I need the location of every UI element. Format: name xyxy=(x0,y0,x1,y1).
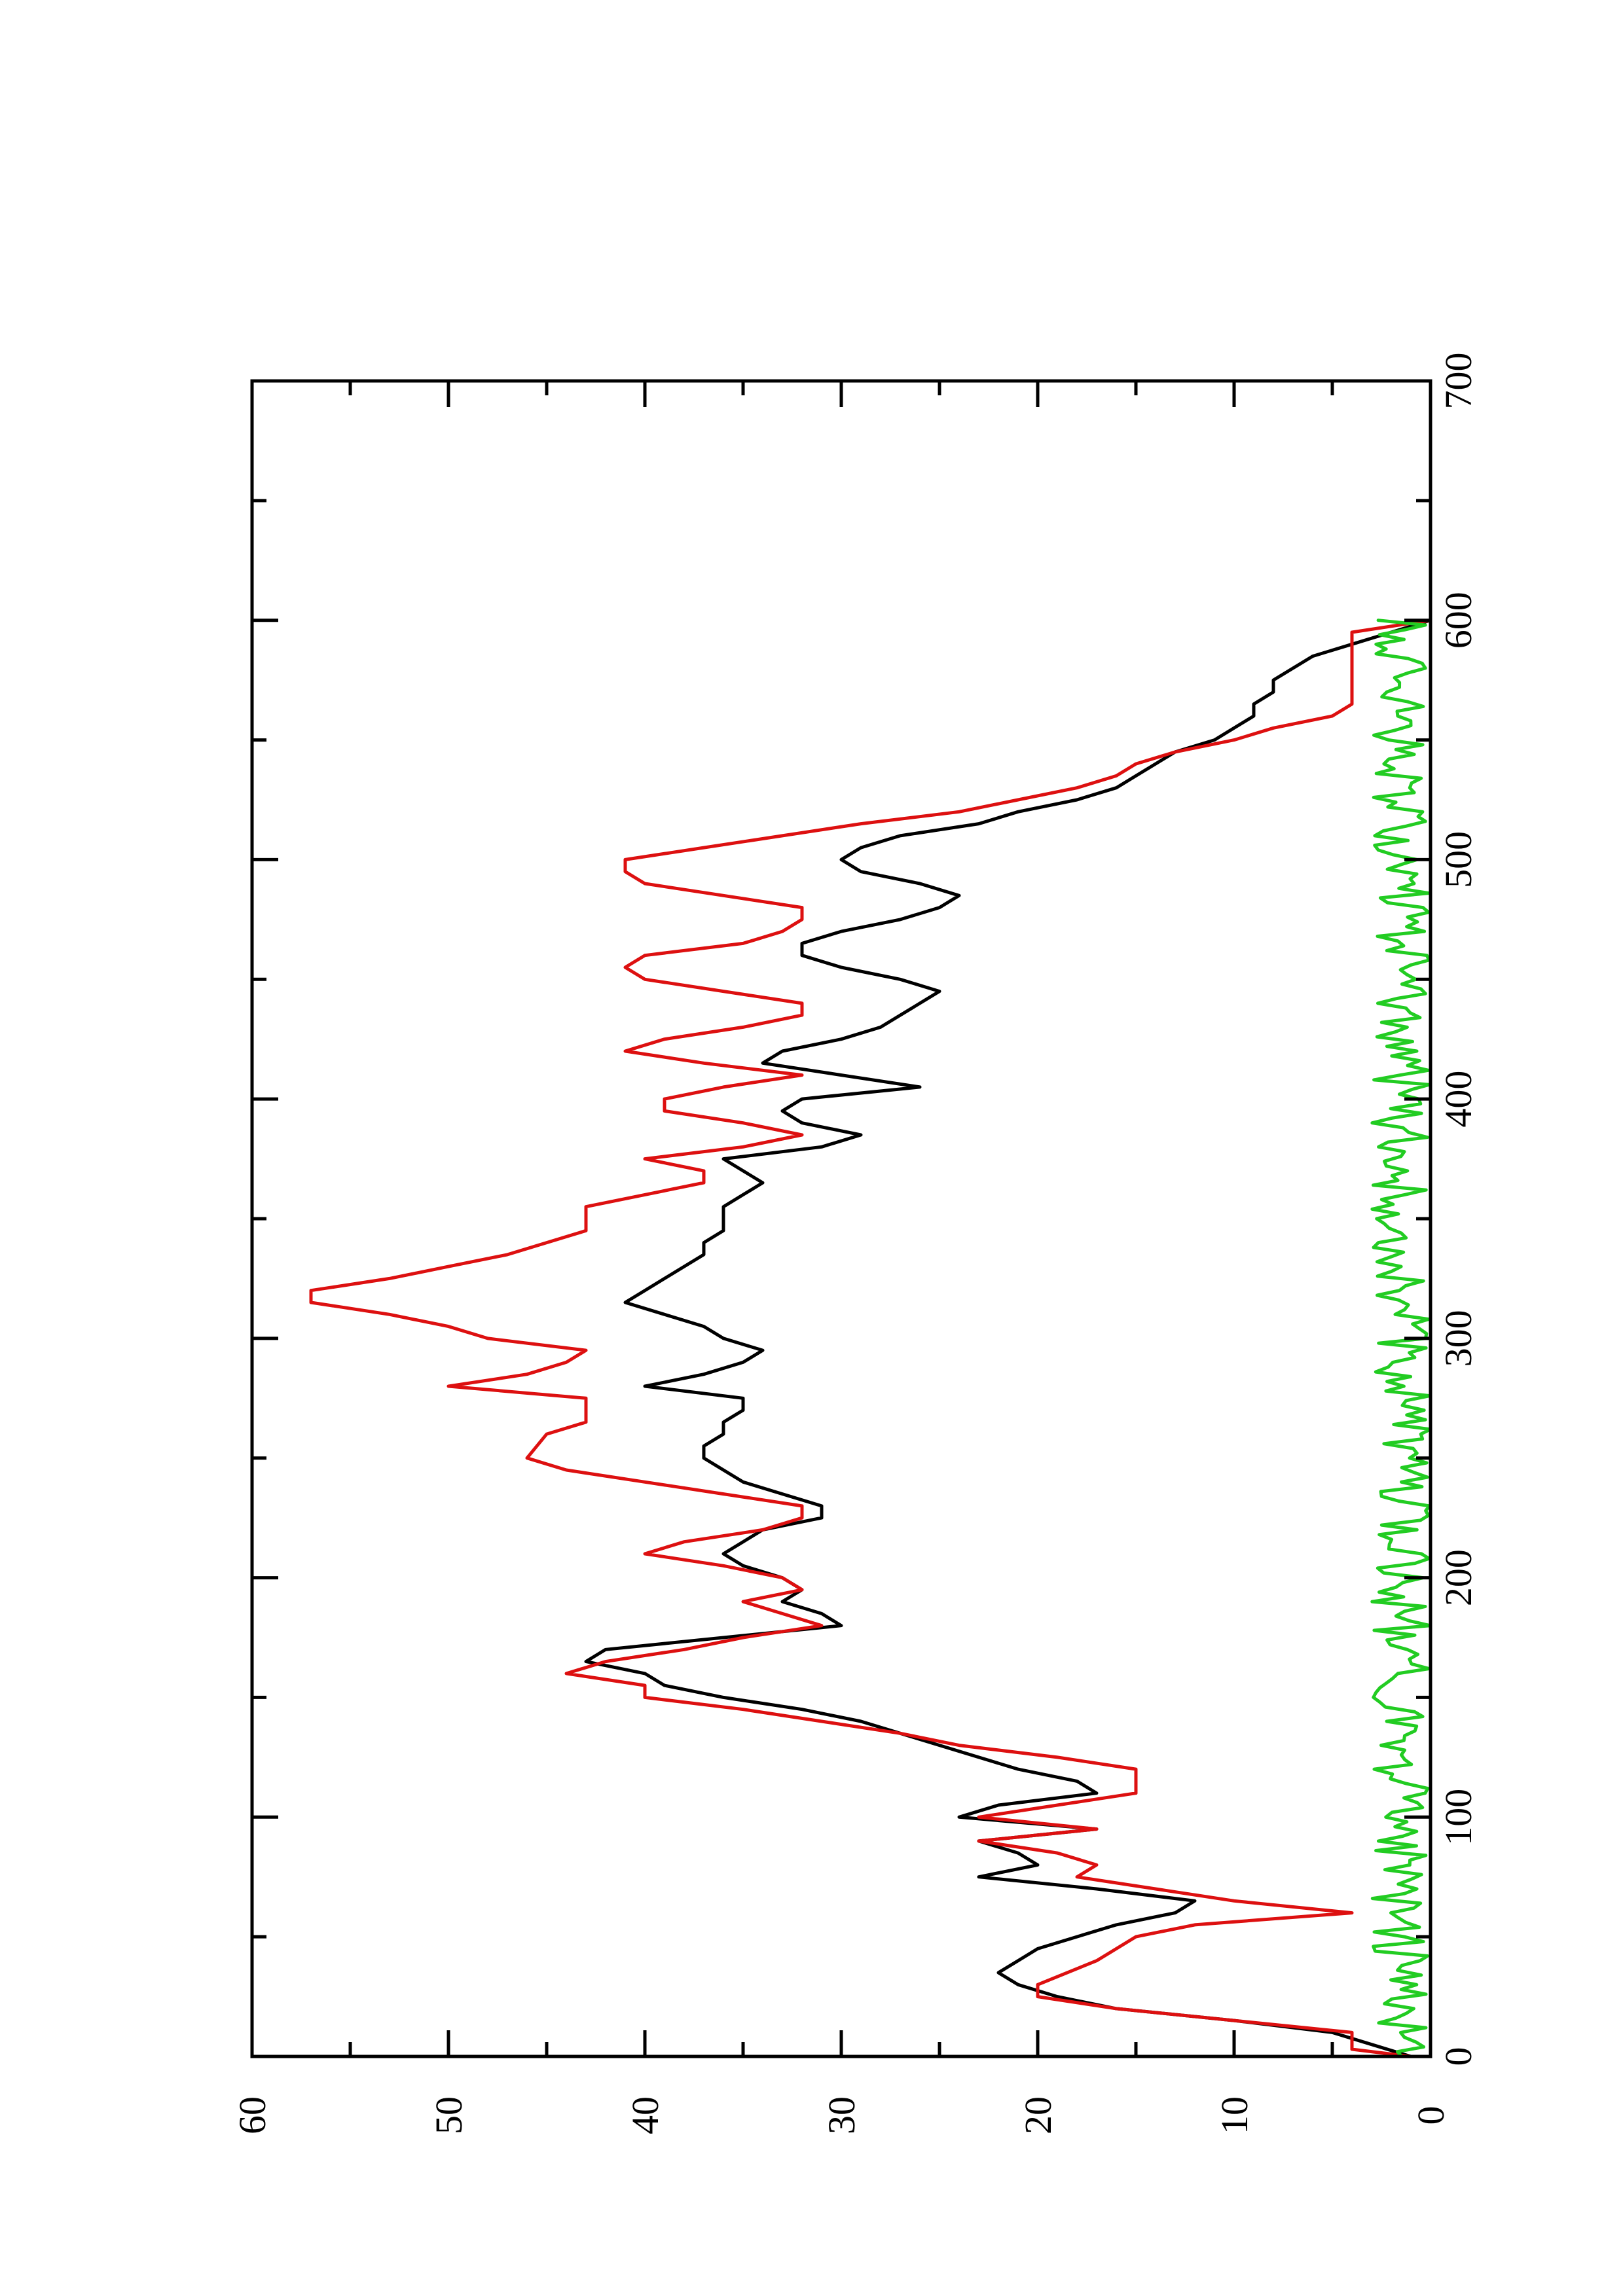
y-tick-label: 50 xyxy=(428,2096,470,2134)
series-line-1 xyxy=(584,619,1432,2058)
x-tick-label: 600 xyxy=(1437,592,1480,649)
y-tick-label: 30 xyxy=(820,2096,863,2134)
y-tick-label: 0 xyxy=(1410,2106,1452,2125)
x-tick-label: 200 xyxy=(1437,1549,1480,1606)
tick-layer: 0 100 200 300 400 500 600 700 0 10 20 30 40 50 60 xyxy=(231,353,1480,2135)
x-tick-label: 100 xyxy=(1437,1789,1480,1846)
y-tick-label: 10 xyxy=(1213,2096,1256,2134)
x-tick-label: 700 xyxy=(1437,353,1480,410)
x-tick-label: 0 xyxy=(1437,2047,1480,2066)
y-tick-label: 40 xyxy=(624,2096,666,2134)
y-tick-label: 60 xyxy=(231,2096,274,2134)
x-tick-label: 500 xyxy=(1437,831,1480,888)
x-tick-label: 400 xyxy=(1437,1071,1480,1128)
y-tick-label: 20 xyxy=(1017,2096,1059,2134)
series-line-2 xyxy=(309,619,1432,2058)
x-tick-label: 300 xyxy=(1437,1310,1480,1367)
